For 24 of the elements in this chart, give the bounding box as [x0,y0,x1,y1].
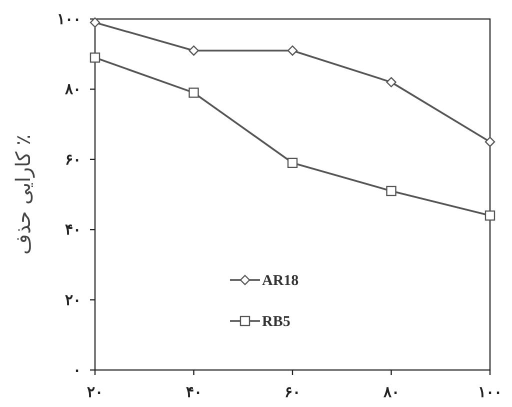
y-tick-label: ۶۰ [65,152,81,168]
x-tick-label: ۴۰ [186,385,202,401]
point [90,17,100,28]
y-tick-label: ۱۰۰ [57,12,81,28]
legend-label: AR18 [262,273,299,289]
x-tick-label: ۶۰ [284,385,300,401]
point [90,52,100,63]
point [386,186,396,196]
x-tick-label: ۸۰ [382,385,400,401]
point [287,45,298,56]
point [484,210,496,221]
y-tick-label: ۰ [73,363,81,379]
point [484,136,496,147]
y-tick-label: ۸۰ [64,82,81,98]
point [386,77,396,88]
x-tick-label: ۱۰۰ [478,385,502,401]
y-tick-label: ۴۰ [65,222,81,239]
point [287,158,298,168]
y-axis-title: کارایی حذف ٪ [11,134,35,255]
legend-label: RB5 [262,314,290,330]
x-tick-label: ۲۰ [87,385,103,401]
y-tick-label: ۲۰ [65,292,81,309]
point [188,88,199,98]
point [188,45,199,56]
